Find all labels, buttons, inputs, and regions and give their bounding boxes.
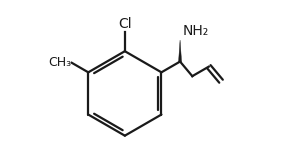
Text: NH₂: NH₂	[183, 24, 209, 38]
Polygon shape	[179, 40, 181, 62]
Text: CH₃: CH₃	[48, 56, 71, 69]
Text: Cl: Cl	[118, 17, 132, 31]
